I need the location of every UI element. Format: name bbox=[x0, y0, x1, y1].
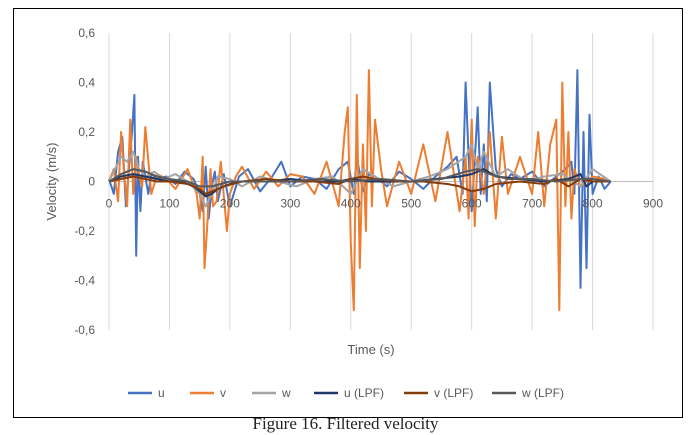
x-tick-label-4: 400 bbox=[341, 197, 361, 211]
x-tick-label-9: 900 bbox=[643, 197, 663, 211]
legend-label-0: u bbox=[158, 386, 165, 400]
x-axis-title: Time (s) bbox=[347, 342, 394, 357]
series-line-v-1 bbox=[108, 69, 612, 312]
series-line-vlpf-4 bbox=[108, 175, 611, 195]
x-tick-label-6: 600 bbox=[462, 197, 482, 211]
legend-label-5: w (LPF) bbox=[521, 386, 564, 400]
series-line-wlpf-5 bbox=[108, 168, 611, 188]
figure-caption: Figure 16. Filtered velocity bbox=[252, 414, 439, 433]
y-tick-label-2: -0,2 bbox=[74, 224, 95, 238]
y-tick-label-6: 0,6 bbox=[78, 26, 95, 40]
x-tick-label-5: 500 bbox=[401, 197, 421, 211]
legend-label-3: u (LPF) bbox=[344, 386, 384, 400]
x-tick-label-3: 300 bbox=[280, 197, 300, 211]
x-tick-label-1: 100 bbox=[159, 197, 179, 211]
y-tick-label-0: -0,6 bbox=[74, 323, 95, 337]
y-tick-label-3: 0 bbox=[88, 175, 95, 189]
legend-label-1: v bbox=[220, 386, 226, 400]
y-axis-title: Velocity (m/s) bbox=[44, 142, 59, 220]
y-tick-label-1: -0,4 bbox=[74, 274, 95, 288]
x-tick-label-8: 800 bbox=[583, 197, 603, 211]
legend-label-4: v (LPF) bbox=[434, 386, 473, 400]
x-tick-label-2: 200 bbox=[220, 197, 240, 211]
y-tick-label-4: 0,2 bbox=[78, 125, 95, 139]
velocity-chart: -0,6 -0,4 -0,2 0 0,2 0,4 0,6 0 100 200 300 400 500 60… bbox=[44, 26, 663, 400]
x-tick-label-7: 700 bbox=[522, 197, 542, 211]
x-tick-label-0: 0 bbox=[106, 197, 113, 211]
y-tick-label-5: 0,4 bbox=[78, 76, 95, 90]
legend-label-2: w bbox=[281, 386, 291, 400]
